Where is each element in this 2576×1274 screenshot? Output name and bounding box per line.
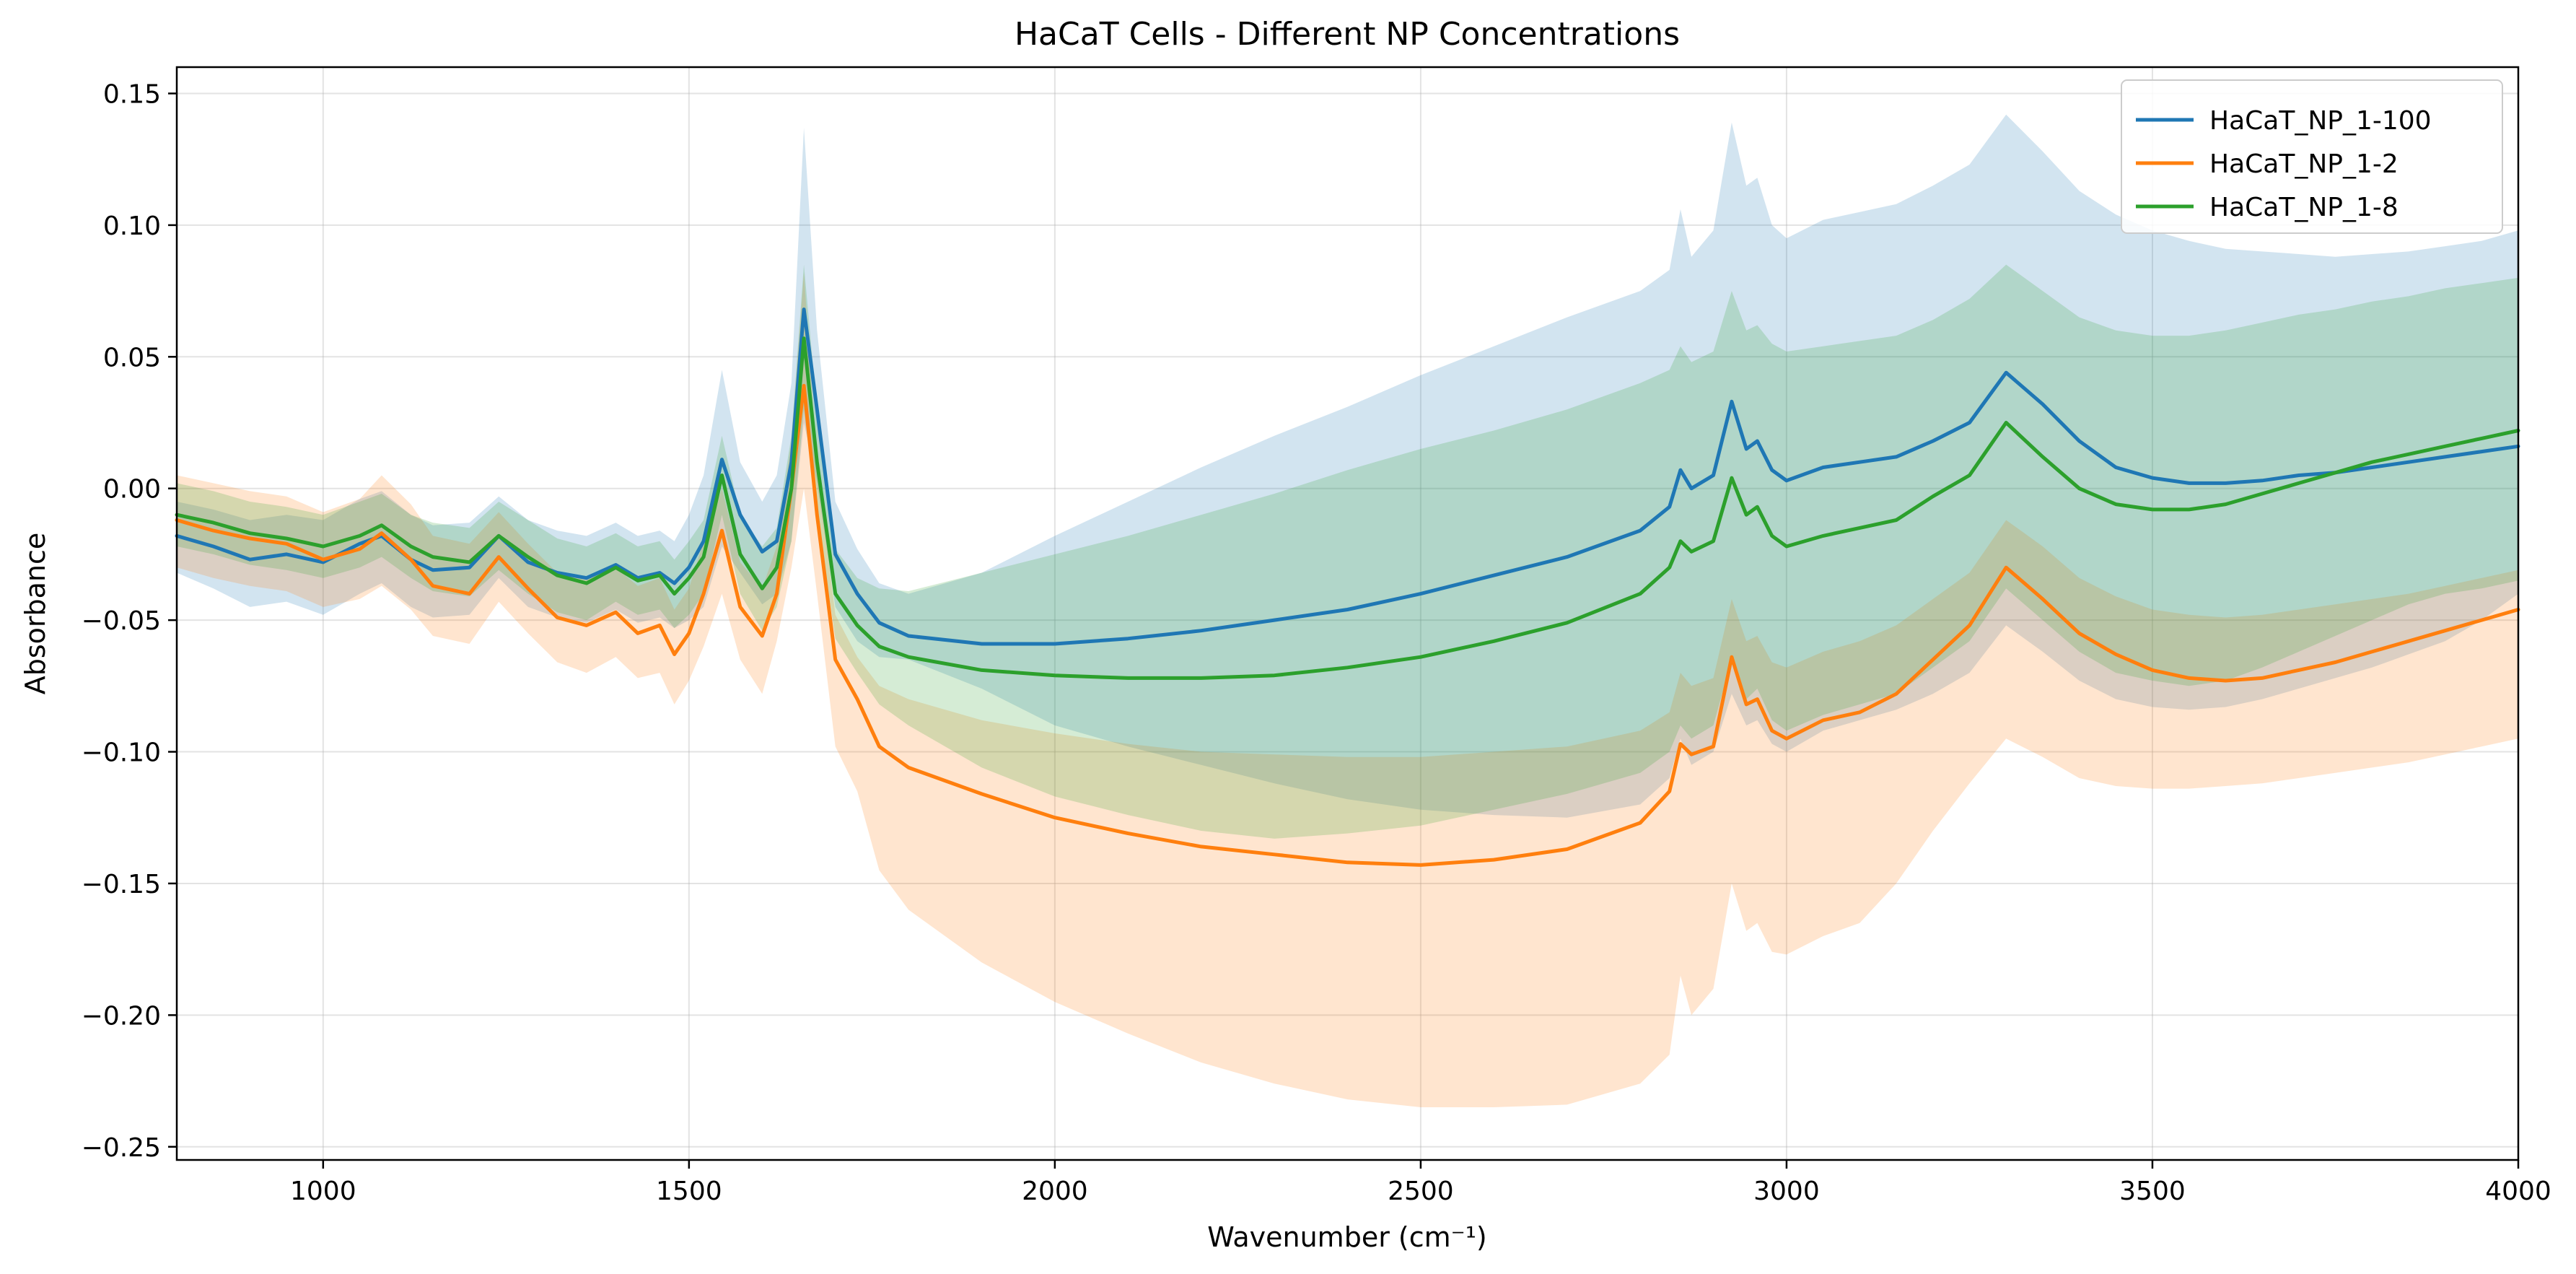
- confidence-bands: [177, 114, 2518, 1108]
- y-axis-ticks: 0.15 0.10 0.05 0.00 −0.05 −0.10 −0.15 −0.20 −0.2…: [82, 79, 177, 1163]
- y-tick-label: 0.10: [103, 211, 161, 241]
- y-tick-label: −0.10: [82, 738, 161, 768]
- legend-label: HaCaT_NP_1-100: [2209, 106, 2432, 136]
- x-tick-label: 1500: [656, 1177, 722, 1206]
- series-line-3: [175, 336, 2520, 680]
- plot-frame: [175, 66, 2520, 1161]
- x-tick-label: 3500: [2119, 1177, 2186, 1206]
- grid-lines: [177, 67, 2519, 1160]
- y-tick-label: −0.05: [82, 606, 161, 636]
- y-tick-label: −0.20: [82, 1001, 161, 1031]
- x-tick-label: 2000: [1022, 1177, 1088, 1206]
- y-tick-label: −0.25: [82, 1133, 161, 1163]
- series-band-1: [177, 114, 2518, 818]
- series-band-3: [177, 264, 2518, 839]
- legend: HaCaT_NP_1-100 HaCaT_NP_1-2 HaCaT_NP_1-8: [2121, 79, 2503, 234]
- x-tick-label: 4000: [2485, 1177, 2551, 1206]
- y-tick-label: 0.15: [103, 79, 161, 109]
- x-tick-label: 1000: [290, 1177, 356, 1206]
- x-tick-label: 2500: [1388, 1177, 1454, 1206]
- legend-label: HaCaT_NP_1-2: [2209, 149, 2398, 179]
- chart-title: HaCaT Cells - Different NP Concentration…: [1015, 16, 1680, 53]
- y-tick-label: 0.05: [103, 343, 161, 372]
- y-axis-label: Absorbance: [19, 533, 51, 695]
- legend-label: HaCaT_NP_1-8: [2209, 193, 2398, 222]
- series-lines: [175, 307, 2520, 867]
- x-axis-label: Wavenumber (cm⁻¹): [1207, 1221, 1487, 1253]
- y-tick-label: −0.15: [82, 870, 161, 899]
- series-band-2: [177, 272, 2518, 1108]
- x-axis-ticks: 1000 1500 2000 2500 3000 3500 4000: [290, 1160, 2551, 1206]
- series-line-2: [175, 383, 2520, 867]
- legend-box: [2121, 79, 2503, 234]
- y-tick-label: 0.00: [103, 475, 161, 505]
- x-tick-label: 3000: [1753, 1177, 1820, 1206]
